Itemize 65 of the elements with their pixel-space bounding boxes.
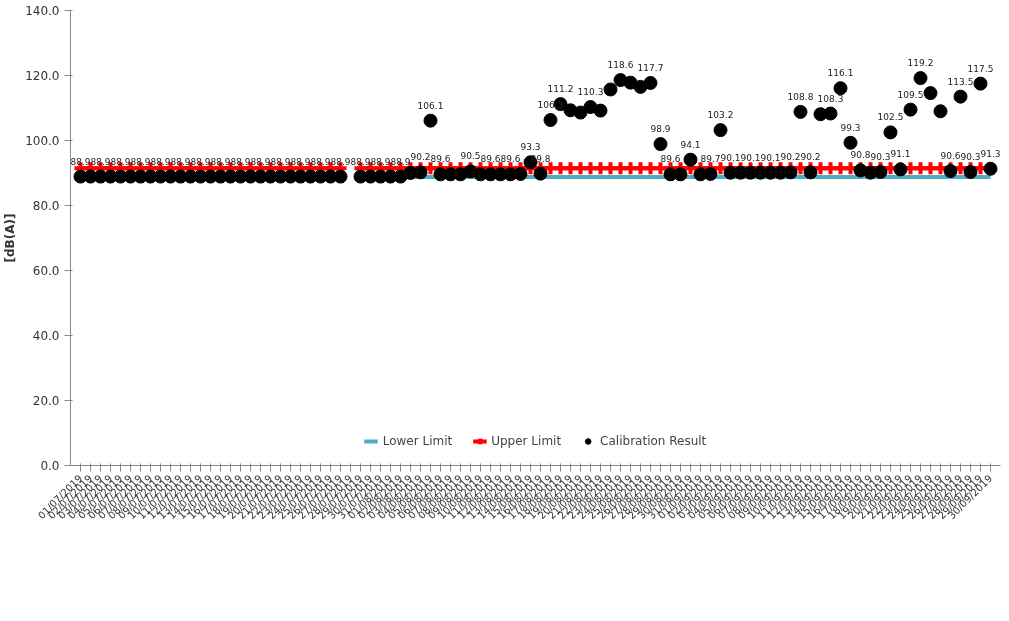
data-label: 88.9 (310, 156, 331, 167)
data-label: 88.9 (210, 156, 231, 167)
y-tick-label: 20.0 (32, 394, 60, 408)
y-tick-label: 80.0 (32, 199, 60, 213)
data-label: 90.1 (740, 152, 761, 163)
data-label: 94.1 (680, 139, 701, 150)
data-label: 88.9 (130, 156, 151, 167)
data-label: 91.1 (890, 149, 911, 160)
data-label: 90.1 (760, 152, 781, 163)
data-label: 88.9 (330, 156, 351, 167)
data-label: 88.9 (190, 156, 211, 167)
legend-label: Lower Limit (382, 434, 453, 448)
y-tick-label: 0.0 (40, 459, 60, 473)
y-tick-label: 140.0 (25, 4, 60, 18)
legend-label: Calibration Result (600, 434, 707, 448)
data-label: 117.5 (967, 63, 994, 74)
data-label: 88.9 (270, 156, 291, 167)
data-label: 90.2 (780, 152, 801, 163)
data-label: 88.9 (290, 156, 311, 167)
data-label: 119.2 (907, 58, 934, 69)
data-label: 117.7 (637, 62, 664, 73)
data-label: 90.2 (410, 152, 431, 163)
data-label: 89.6 (500, 154, 521, 165)
data-label: 89.6 (480, 154, 501, 165)
data-label: 90.6 (940, 151, 961, 162)
data-label: 99.3 (840, 122, 861, 133)
data-label: 118.6 (607, 60, 634, 71)
data-label: 108.8 (787, 91, 814, 102)
data-label: 102.5 (877, 112, 904, 123)
data-label: 90.3 (870, 152, 891, 163)
data-label: 98.9 (650, 124, 671, 135)
data-label: 88.9 (230, 156, 251, 167)
data-label: 89.7 (700, 153, 721, 164)
data-label: 88.9 (370, 156, 391, 167)
data-label: 116.1 (827, 68, 854, 79)
y-axis-title: [dB(A)] (3, 213, 18, 263)
data-label: 88.9 (110, 156, 131, 167)
y-tick-label: 60.0 (32, 264, 60, 278)
data-label: 106.1 (417, 100, 444, 111)
data-label: 108.3 (817, 93, 844, 104)
data-label: 109.5 (897, 89, 924, 100)
y-tick-label: 40.0 (32, 329, 60, 343)
data-label: 103.2 (707, 110, 734, 121)
data-label: 90.8 (850, 150, 871, 161)
data-label: 88.9 (90, 156, 111, 167)
data-label: 88.9 (70, 156, 91, 167)
data-label: 88.9 (350, 156, 371, 167)
data-label: 90.1 (720, 152, 741, 163)
data-label: 88.9 (250, 156, 271, 167)
data-label: 88.9 (150, 156, 171, 167)
legend-label: Upper Limit (491, 434, 562, 448)
data-label: 90.3 (960, 152, 981, 163)
data-label: 113.5 (947, 76, 974, 87)
data-label: 88.9 (170, 156, 191, 167)
data-label: 88.9 (390, 156, 411, 167)
data-label: 89.6 (430, 154, 451, 165)
data-label: 93.3 (520, 142, 541, 153)
y-tick-label: 100.0 (25, 134, 60, 148)
data-label: 111.2 (547, 84, 574, 95)
data-label: 110.3 (577, 87, 604, 98)
data-label: 89.6 (660, 154, 681, 165)
data-label: 90.5 (460, 151, 481, 162)
data-label: 90.2 (800, 152, 821, 163)
data-label: 91.3 (980, 148, 1001, 159)
y-tick-label: 120.0 (25, 69, 60, 83)
